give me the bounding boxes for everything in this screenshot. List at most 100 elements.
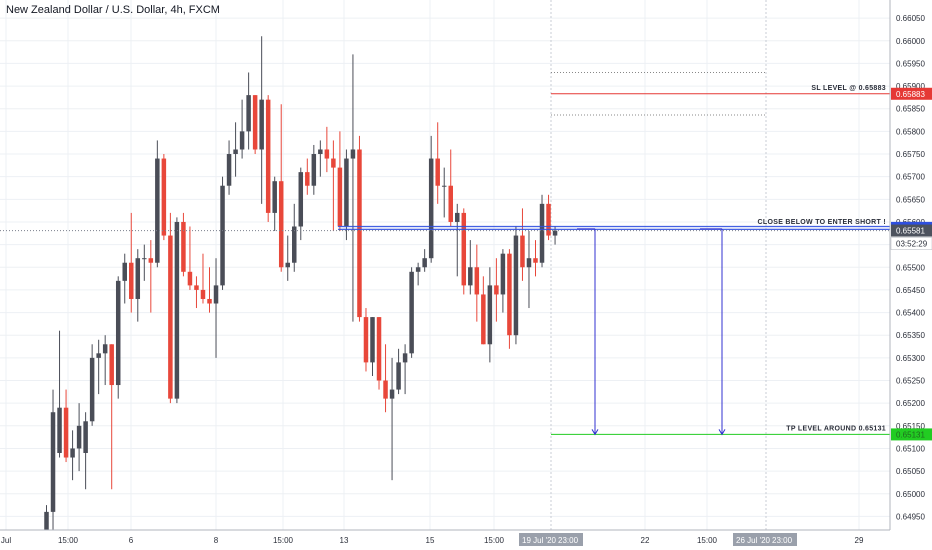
candle bbox=[455, 203, 460, 277]
candle-body bbox=[50, 412, 56, 512]
candle bbox=[318, 140, 323, 177]
grid-lines bbox=[0, 0, 890, 530]
time-tick-label: 29 bbox=[855, 536, 864, 545]
candle-body bbox=[402, 353, 408, 363]
candle-body bbox=[168, 235, 173, 399]
candle bbox=[487, 267, 493, 363]
price-tick-label: 0.65000 bbox=[896, 490, 925, 499]
candle bbox=[448, 149, 453, 227]
candle bbox=[161, 154, 167, 241]
candle-body bbox=[200, 289, 206, 299]
candle-body bbox=[194, 285, 199, 290]
candle-body bbox=[76, 425, 82, 449]
time-tick-label: 15:00 bbox=[273, 536, 294, 545]
candle-body bbox=[174, 221, 180, 399]
candle bbox=[298, 167, 304, 241]
time-marker-time: 23:00 bbox=[558, 536, 579, 545]
price-tick-label: 0.65150 bbox=[896, 422, 925, 431]
candle bbox=[233, 122, 238, 177]
candle-body bbox=[63, 407, 69, 458]
candle-body bbox=[259, 99, 264, 150]
candle bbox=[422, 249, 427, 272]
candle bbox=[428, 135, 434, 263]
tp-label: TP LEVEL AROUND 0.65131 bbox=[786, 425, 886, 432]
countdown-text: 03:52:29 bbox=[896, 240, 928, 249]
candle bbox=[363, 308, 369, 372]
candle-body bbox=[207, 298, 212, 304]
candle-body bbox=[233, 149, 238, 155]
time-tick-label: 15:00 bbox=[697, 536, 718, 545]
candle-body bbox=[546, 203, 551, 236]
candle bbox=[181, 212, 186, 277]
candle bbox=[292, 203, 297, 272]
candle-body bbox=[520, 235, 525, 268]
candle-body bbox=[102, 344, 108, 354]
candle bbox=[513, 226, 519, 345]
candle-body bbox=[350, 149, 356, 159]
candle-body bbox=[148, 258, 154, 263]
candle bbox=[370, 317, 375, 376]
time-marker-time: 23:00 bbox=[772, 536, 793, 545]
candle bbox=[533, 240, 538, 277]
candle-body bbox=[409, 271, 414, 354]
candle bbox=[468, 240, 473, 295]
candle-body bbox=[115, 280, 121, 386]
price-tick-label: 0.65750 bbox=[896, 150, 925, 159]
candle-body bbox=[461, 212, 467, 286]
last-price-tag-bg bbox=[891, 224, 932, 237]
candle-body bbox=[181, 221, 186, 272]
candle bbox=[324, 126, 330, 173]
candle bbox=[305, 158, 310, 195]
candle bbox=[220, 176, 225, 290]
candle-body bbox=[370, 317, 375, 363]
candle bbox=[331, 140, 336, 232]
candle-body bbox=[70, 448, 75, 458]
plot-area bbox=[0, 0, 890, 530]
candle bbox=[494, 258, 499, 322]
price-tick-label: 0.65500 bbox=[896, 263, 925, 272]
candle-body bbox=[539, 203, 545, 263]
candle-body bbox=[415, 267, 421, 272]
candles bbox=[44, 36, 558, 549]
candle bbox=[168, 212, 173, 404]
candle-body bbox=[142, 258, 147, 260]
entry-label: CLOSE BELOW TO ENTER SHORT ! bbox=[758, 219, 886, 226]
time-marker-bg bbox=[733, 533, 797, 546]
candle bbox=[252, 95, 258, 155]
sl-price-tag-text: 0.65883 bbox=[896, 90, 925, 99]
sl-level: SL LEVEL @ 0.65883 bbox=[551, 85, 890, 95]
sl-label: SL LEVEL @ 0.65883 bbox=[811, 85, 886, 92]
candle bbox=[435, 122, 440, 204]
time-tick-label: Jul bbox=[1, 536, 11, 545]
candle-body bbox=[481, 294, 486, 345]
candle-body bbox=[455, 212, 460, 222]
sl-price-tag-bg bbox=[891, 87, 932, 100]
price-tick-label: 0.65700 bbox=[896, 173, 925, 182]
candle bbox=[135, 249, 141, 322]
candle bbox=[76, 403, 82, 472]
time-tick-label: 6 bbox=[129, 536, 134, 545]
candle bbox=[389, 357, 395, 481]
candle-body bbox=[272, 181, 277, 213]
price-tick-label: 0.65200 bbox=[896, 399, 925, 408]
candle bbox=[174, 217, 180, 404]
candle bbox=[311, 144, 317, 195]
price-tick-label: 0.64950 bbox=[896, 512, 925, 521]
candle-body bbox=[246, 95, 251, 132]
candle bbox=[402, 344, 408, 395]
price-tick-label: 0.65950 bbox=[896, 59, 925, 68]
candle-body bbox=[526, 258, 532, 268]
candle bbox=[226, 140, 232, 195]
candle-body bbox=[428, 158, 434, 259]
candle bbox=[70, 430, 75, 481]
candle-body bbox=[441, 185, 447, 187]
candle bbox=[546, 194, 551, 241]
candle bbox=[272, 176, 277, 232]
price-tick-label: 0.65400 bbox=[896, 309, 925, 318]
arrow-head bbox=[718, 429, 726, 436]
candle-body bbox=[305, 172, 310, 186]
candle-body bbox=[331, 158, 336, 168]
candle bbox=[50, 389, 56, 544]
